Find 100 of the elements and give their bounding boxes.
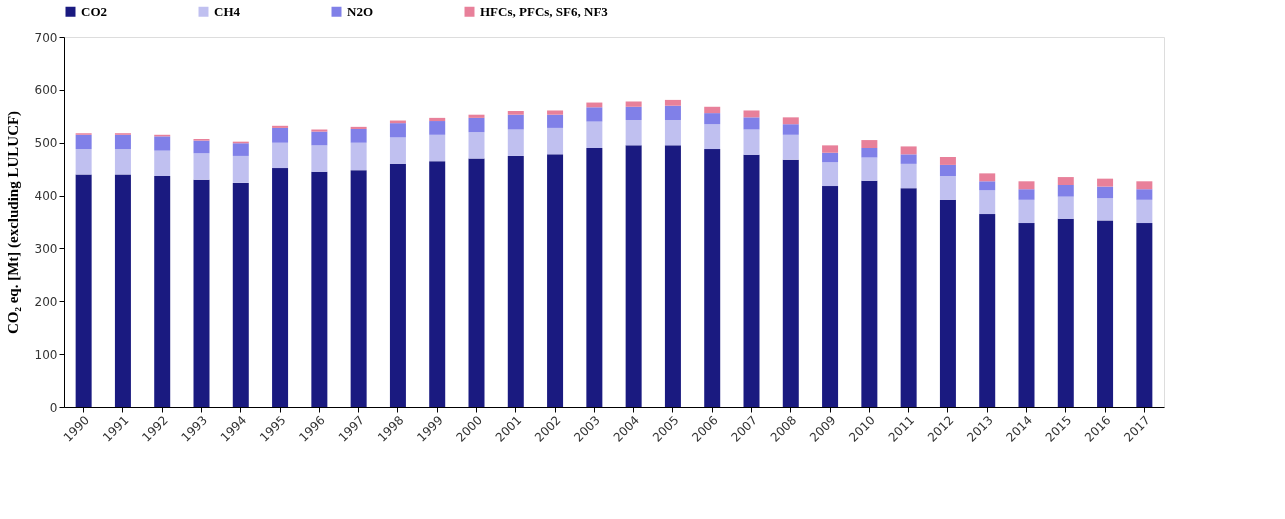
legend-label: CH4 [214, 3, 241, 19]
bar [311, 171, 328, 407]
y-tick-label: 600 [34, 83, 58, 98]
bar [350, 170, 367, 407]
y-tick-label: 200 [34, 294, 58, 309]
bar [586, 121, 603, 148]
bar [547, 154, 564, 407]
bar [704, 113, 721, 125]
bar [1097, 198, 1114, 221]
bar [1018, 189, 1035, 200]
y-tick-label: 400 [34, 189, 58, 204]
bar [468, 114, 485, 118]
bar [272, 127, 289, 143]
bar [429, 121, 446, 135]
bar [468, 132, 485, 159]
bar [547, 127, 564, 155]
bar [389, 163, 406, 407]
bar [232, 143, 249, 156]
bar [311, 131, 328, 146]
bar [272, 168, 289, 407]
bar [1057, 196, 1074, 219]
bar [1136, 181, 1153, 190]
legend-label: HFCs, PFCs, SF6, NF3 [480, 3, 609, 19]
bar [704, 106, 721, 114]
bar [1136, 189, 1153, 200]
bar [350, 142, 367, 171]
bar [1057, 177, 1074, 185]
legend-label: N2O [347, 3, 373, 19]
bar [75, 134, 92, 150]
bar [743, 154, 760, 407]
bar [154, 136, 171, 151]
bar [664, 99, 681, 106]
bar [743, 129, 760, 155]
bar [1018, 223, 1035, 407]
bar [900, 146, 917, 155]
bar [350, 126, 367, 129]
bar [782, 124, 799, 135]
bar [272, 142, 289, 169]
bar [154, 176, 171, 407]
bar [1018, 181, 1035, 190]
bar [507, 111, 524, 115]
bar [861, 148, 878, 158]
bar [939, 164, 956, 177]
bar [114, 149, 131, 175]
bar [979, 173, 996, 182]
bar [861, 157, 878, 181]
bar [900, 163, 917, 189]
bar [822, 186, 839, 407]
bar [429, 117, 446, 122]
bar [939, 156, 956, 165]
y-tick-label: 300 [34, 241, 58, 256]
bar [547, 110, 564, 115]
bar [664, 119, 681, 146]
bar [154, 150, 171, 177]
bar [664, 145, 681, 407]
bar [1136, 199, 1153, 224]
bar [900, 154, 917, 164]
bar [232, 182, 249, 407]
bar [782, 117, 799, 125]
bar [782, 134, 799, 160]
bar [939, 199, 956, 407]
bar [75, 174, 92, 407]
bar [193, 153, 210, 180]
y-tick-label: 100 [34, 347, 58, 362]
bar [822, 162, 839, 187]
bar [861, 140, 878, 148]
bar [704, 124, 721, 150]
bar [664, 105, 681, 120]
bar [822, 152, 839, 163]
bar [1097, 220, 1114, 407]
bar [193, 140, 210, 154]
bar [429, 134, 446, 162]
bar [507, 114, 524, 130]
bar [704, 149, 721, 407]
bar [389, 123, 406, 138]
bar [1018, 199, 1035, 224]
y-axis-title: CO₂ eq. [Mt] (excluding LULUCF) [4, 110, 22, 335]
bar [782, 159, 799, 407]
bar [861, 180, 878, 407]
bar [272, 125, 289, 128]
bar [311, 145, 328, 172]
bar [350, 128, 367, 143]
bar [311, 129, 328, 132]
bar [625, 106, 642, 120]
bar [979, 190, 996, 215]
bar [547, 114, 564, 128]
y-tick-label: 500 [34, 136, 58, 151]
bar [625, 145, 642, 407]
bar [743, 110, 760, 118]
bar [507, 129, 524, 156]
bar [507, 155, 524, 407]
bar [114, 174, 131, 407]
bar [193, 179, 210, 407]
bar [75, 149, 92, 175]
bar [586, 107, 603, 122]
bar [232, 155, 249, 183]
bar [625, 119, 642, 146]
bar [586, 148, 603, 407]
bar [429, 161, 446, 407]
bar [114, 134, 131, 150]
